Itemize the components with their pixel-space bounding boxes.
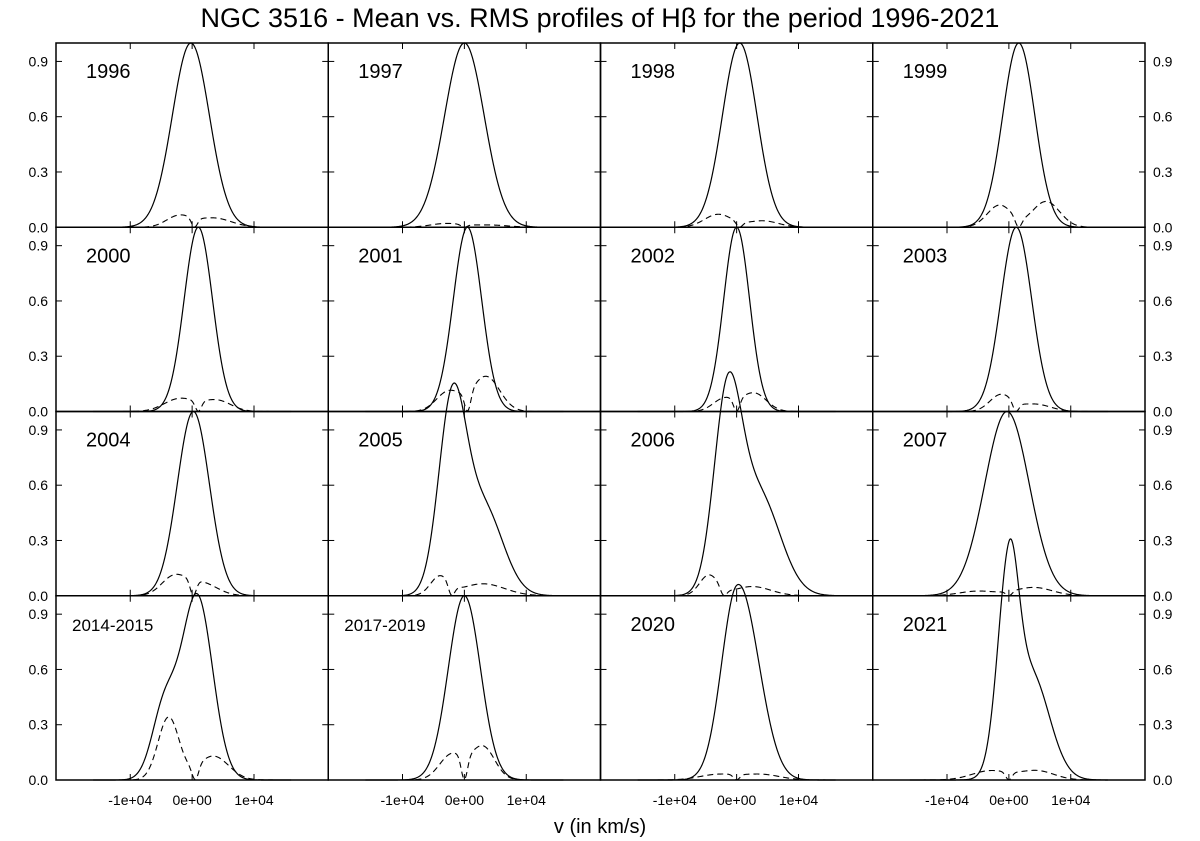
y-tick-label-left: 0.9 [29,606,49,622]
y-tick-label-right: 0.3 [1153,717,1173,733]
y-tick-label-right: 0.0 [1153,588,1173,604]
panel-year-label: 2005 [358,430,403,452]
panel-2020: 2020 [599,583,874,781]
panel-2006: 2006 [599,371,874,597]
panel-year-label: 2006 [631,430,676,452]
y-tick-label-left: 0.9 [29,238,49,254]
panel-year-label: 2003 [903,245,948,267]
x-axis-label: v (in km/s) [554,816,646,838]
x-tick-label: 1e+04 [1051,792,1091,808]
panel-year-label: 2001 [358,245,403,267]
panel-2002: 2002 [599,226,874,413]
panel-year-label: 1999 [903,61,948,83]
panel-year-label: 1998 [631,61,676,83]
panel-1998: 1998 [599,42,874,228]
x-tick-label: -1e+04 [108,792,152,808]
y-tick-label-left: 0.0 [29,588,49,604]
panel-year-label: 2004 [86,430,131,452]
x-tick-label: -1e+04 [653,792,697,808]
y-tick-label-left: 0.3 [29,532,49,548]
panel-year-label: 1996 [86,61,131,83]
y-tick-label-left: 0.6 [29,477,49,493]
panels-grid: 1996 1997 1998 1999 2000 2001 2002 2003 2004 2005… [55,42,1146,781]
panel-year-label: 2007 [903,430,948,452]
y-tick-label-right: 0.6 [1153,661,1173,677]
chart-title: NGC 3516 - Mean vs. RMS profiles of Hβ f… [201,3,1000,33]
rms-profile-line [93,716,292,781]
panel-2003: 2003 [872,226,1146,413]
panel-2014-2015: 2014-2015 [55,592,329,781]
y-tick-label-left: 0.3 [29,717,49,733]
x-tick-label: 0e+00 [445,792,485,808]
y-tick-label-right: 0.3 [1153,532,1173,548]
y-tick-label-right: 0.0 [1153,772,1173,788]
x-tick-label: -1e+04 [925,792,969,808]
y-tick-label-right: 0.3 [1153,348,1173,364]
y-tick-label-left: 0.0 [29,772,49,788]
y-tick-label-left: 0.6 [29,661,49,677]
panel-year-label: 2014-2015 [72,616,153,635]
y-tick-label-right: 0.9 [1153,422,1173,438]
y-tick-label-left: 0.0 [29,219,49,235]
y-tick-label-left: 0.0 [29,404,49,420]
panel-2021: 2021 [872,538,1146,781]
mean-profile-line [637,371,836,597]
panel-year-label: 2000 [86,245,131,267]
panel-year-label: 2002 [631,245,676,267]
y-tick-label-right: 0.9 [1153,53,1173,69]
y-tick-label-left: 0.3 [29,164,49,180]
panel-2017-2019: 2017-2019 [327,595,602,781]
y-tick-label-left: 0.9 [29,422,49,438]
panel-2004: 2004 [55,410,329,597]
y-tick-label-right: 0.9 [1153,238,1173,254]
rms-profile-line [365,745,564,781]
panel-year-label: 1997 [358,61,403,83]
y-tick-label-right: 0.0 [1153,404,1173,420]
panel-2000: 2000 [55,226,329,413]
y-tick-label-right: 0.3 [1153,164,1173,180]
y-tick-label-right: 0.0 [1153,219,1173,235]
panel-year-label: 2020 [631,614,676,636]
panel-year-label: 2017-2019 [344,616,425,635]
x-tick-label: 0e+00 [989,792,1029,808]
axis-ticks: 0.0 0.0 0.3 0.3 0.6 0.6 0.9 0.9 0.0 0.0 0.3 0.3 0.6 0… [29,53,1173,808]
panel-2007: 2007 [872,410,1146,597]
y-tick-label-left: 0.6 [29,109,49,125]
x-tick-label: 1e+04 [779,792,819,808]
x-tick-label: 0e+00 [172,792,212,808]
panel-1996: 1996 [55,42,329,228]
mean-profile-line [909,538,1108,781]
panel-1997: 1997 [327,42,602,228]
y-tick-label-right: 0.6 [1153,109,1173,125]
panel-1999: 1999 [872,42,1146,228]
x-tick-label: -1e+04 [381,792,425,808]
y-tick-label-left: 0.3 [29,348,49,364]
x-tick-label: 0e+00 [717,792,757,808]
y-tick-label-left: 0.6 [29,293,49,309]
x-tick-label: 1e+04 [507,792,547,808]
y-tick-label-left: 0.9 [29,53,49,69]
panel-2005: 2005 [327,382,602,597]
y-tick-label-right: 0.9 [1153,606,1173,622]
panel-2001: 2001 [327,226,602,413]
y-tick-label-right: 0.6 [1153,293,1173,309]
panel-year-label: 2021 [903,614,948,636]
y-tick-label-right: 0.6 [1153,477,1173,493]
x-tick-label: 1e+04 [234,792,274,808]
